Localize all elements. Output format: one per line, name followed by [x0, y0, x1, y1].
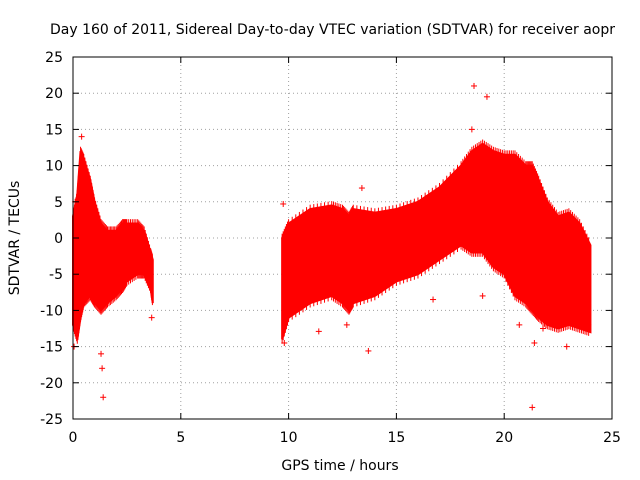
outlier-point — [98, 350, 105, 357]
plot-data — [71, 82, 592, 411]
y-tick-label: 25 — [45, 50, 63, 66]
outlier-point — [468, 126, 475, 133]
y-tick-label: -10 — [40, 303, 63, 319]
outlier-point — [343, 321, 350, 328]
outlier-point — [540, 325, 547, 332]
y-tick-label: 0 — [54, 231, 63, 247]
outlier-point — [585, 321, 592, 328]
outlier-point — [471, 82, 478, 89]
chart-title: Day 160 of 2011, Sidereal Day-to-day VTE… — [50, 22, 615, 38]
y-axis-title: SDTVAR / TECUs — [7, 181, 23, 296]
outlier-point — [358, 185, 365, 192]
outlier-point — [281, 339, 288, 346]
y-tick-label: -20 — [40, 376, 63, 392]
outlier-point — [315, 328, 322, 335]
outlier-point — [148, 314, 155, 321]
x-tick-label: 5 — [176, 430, 185, 446]
x-tick-label: 15 — [387, 430, 405, 446]
outlier-point — [280, 200, 287, 207]
outlier-point — [479, 292, 486, 299]
x-tick-label: 25 — [603, 430, 621, 446]
tick-labels: 0 5 10 15 20 25 -25 -20 -15 -10 -5 0 5 10 15 20 25 — [40, 50, 621, 446]
outlier-point — [100, 394, 107, 401]
x-tick-label: 10 — [280, 430, 298, 446]
y-tick-label: -5 — [49, 267, 63, 283]
y-tick-label: -25 — [40, 412, 63, 428]
y-tick-label: -15 — [40, 340, 63, 356]
x-tick-label: 0 — [69, 430, 78, 446]
x-axis-title: GPS time / hours — [281, 458, 398, 474]
y-tick-label: 5 — [54, 195, 63, 211]
outlier-point — [78, 133, 85, 140]
outlier-point — [563, 343, 570, 350]
x-tick-label: 20 — [495, 430, 513, 446]
outlier-point — [483, 93, 490, 100]
outlier-point — [529, 404, 536, 411]
outlier-point — [531, 339, 538, 346]
ticks — [72, 56, 613, 420]
outlier-point — [99, 365, 106, 372]
y-tick-label: 20 — [45, 86, 63, 102]
outlier-point — [430, 296, 437, 303]
y-tick-label: 15 — [45, 122, 63, 138]
outlier-point — [516, 321, 523, 328]
outlier-point — [365, 347, 372, 354]
y-tick-label: 10 — [45, 159, 63, 175]
